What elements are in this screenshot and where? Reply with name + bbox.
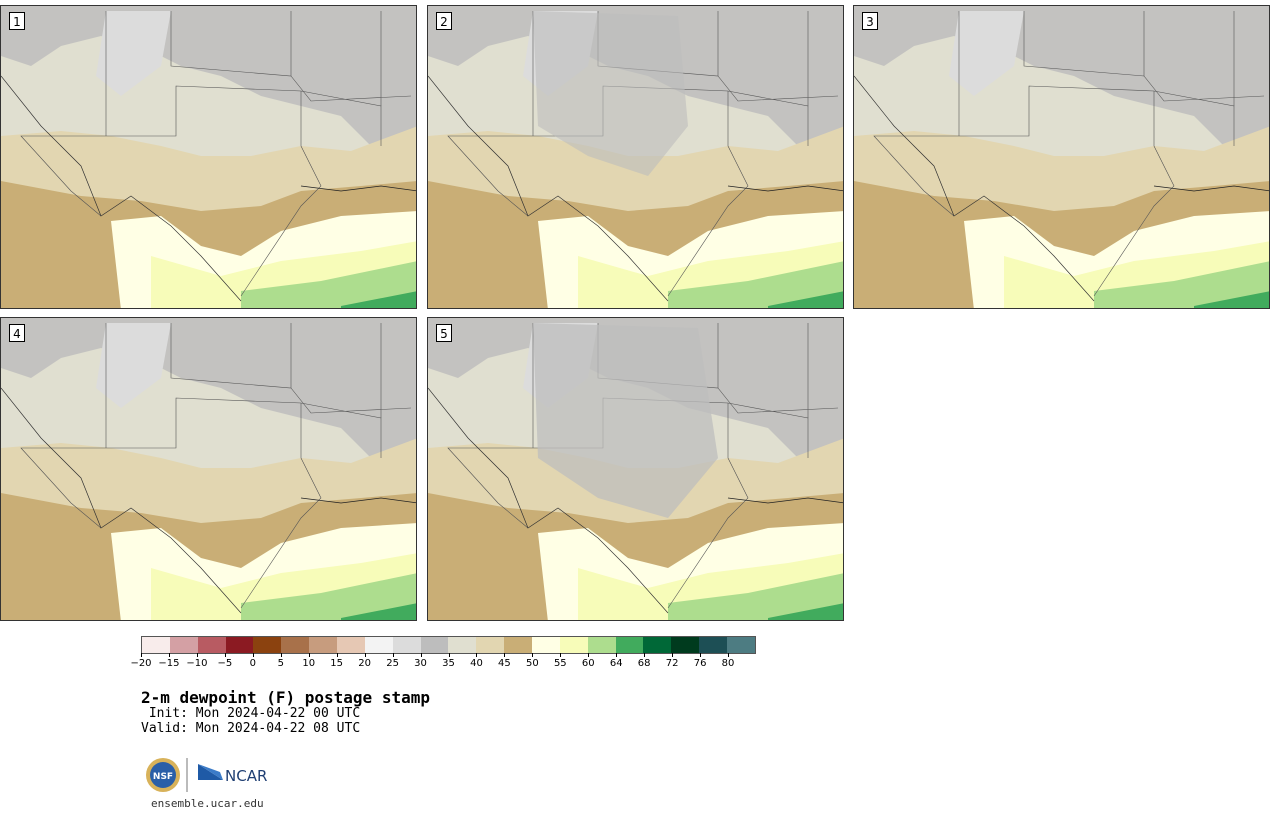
colorbar-tick <box>644 653 646 657</box>
colorbar-tick <box>728 653 730 657</box>
colorbar-tick <box>392 653 394 657</box>
panel-number: 1 <box>9 12 25 30</box>
colorbar-segment <box>448 637 477 653</box>
colorbar-tick-label: 76 <box>693 658 707 669</box>
colorbar-tick-label: 55 <box>553 658 567 669</box>
valid-time: Valid: Mon 2024-04-22 08 UTC <box>141 721 361 736</box>
init-time: Init: Mon 2024-04-22 00 UTC <box>141 706 361 721</box>
colorbar-segment <box>727 637 755 653</box>
colorbar-segment <box>281 637 310 653</box>
colorbar-segment <box>504 637 533 653</box>
colorbar-tick-label: 80 <box>721 658 735 669</box>
dewpoint-map <box>1 6 416 308</box>
colorbar-tick <box>588 653 590 657</box>
colorbar-tick-label: 35 <box>442 658 455 669</box>
dewpoint-map <box>1 318 416 620</box>
colorbar-ticks <box>141 653 756 658</box>
colorbar-tick <box>504 653 506 657</box>
colorbar <box>141 636 756 654</box>
colorbar-tick-label: −20 <box>130 658 152 669</box>
colorbar-tick <box>308 653 310 657</box>
colorbar-tick-label: 60 <box>581 658 595 669</box>
colorbar-segment <box>476 637 505 653</box>
colorbar-tick-label: −10 <box>186 658 208 669</box>
dewpoint-map <box>428 318 843 620</box>
colorbar-segment <box>169 637 198 653</box>
colorbar-tick-label: 0 <box>249 658 256 669</box>
colorbar-tick <box>364 653 366 657</box>
ncar-logo-text: NCAR <box>225 767 267 785</box>
colorbar-segment <box>197 637 226 653</box>
colorbar-tick <box>476 653 478 657</box>
colorbar-tick <box>420 653 422 657</box>
colorbar-tick <box>336 653 338 657</box>
colorbar-tick <box>196 653 198 657</box>
colorbar-tick-label: 45 <box>498 658 511 669</box>
colorbar-tick-label: 10 <box>302 658 316 669</box>
nsf-logo-text: NSF <box>153 772 173 782</box>
colorbar-segment <box>643 637 672 653</box>
colorbar-labels: −20 −15 −10 −5 0 5 10 15 20 25 30 35 40 45 50 55 60 64 68 7… <box>130 658 756 672</box>
colorbar-segment <box>225 637 254 653</box>
colorbar-tick <box>224 653 226 657</box>
colorbar-segment <box>615 637 644 653</box>
map-panel-5: 5 <box>427 317 844 621</box>
dewpoint-map <box>854 6 1269 308</box>
colorbar-tick-label: 68 <box>637 658 651 669</box>
colorbar-tick-label: 15 <box>330 658 344 669</box>
site-url: ensemble.ucar.edu <box>151 797 264 810</box>
colorbar-segment <box>699 637 728 653</box>
chart-title: 2-m dewpoint (F) postage stamp <box>141 688 430 707</box>
colorbar-tick <box>672 653 674 657</box>
colorbar-tick-label: −15 <box>158 658 180 669</box>
panel-number: 4 <box>9 324 25 342</box>
nsf-logo-icon: NSF <box>146 758 180 792</box>
colorbar-tick-label: 25 <box>386 658 399 669</box>
colorbar-segment <box>337 637 365 653</box>
colorbar-tick <box>141 653 142 657</box>
colorbar-tick <box>448 653 450 657</box>
colorbar-tick-label: 40 <box>470 658 483 669</box>
map-panel-2: 2 <box>427 5 844 309</box>
colorbar-tick <box>616 653 618 657</box>
colorbar-tick <box>700 653 702 657</box>
colorbar-tick-label: 72 <box>665 658 679 669</box>
map-panel-4: 4 <box>0 317 417 621</box>
colorbar-segment <box>309 637 338 653</box>
colorbar-segment <box>142 637 170 653</box>
colorbar-segment <box>532 637 560 653</box>
colorbar-tick <box>252 653 254 657</box>
logos: NSF NCAR <box>145 756 275 794</box>
panel-number: 5 <box>436 324 452 342</box>
colorbar-tick-label: 50 <box>525 658 539 669</box>
panel-number: 2 <box>436 12 452 30</box>
colorbar-segment <box>559 637 588 653</box>
colorbar-tick-label: 20 <box>358 658 371 669</box>
colorbar-tick-label: 5 <box>277 658 284 669</box>
colorbar-segment <box>364 637 393 653</box>
colorbar-tick-label: −5 <box>217 658 233 669</box>
map-panel-3: 3 <box>853 5 1270 309</box>
colorbar-tick <box>168 653 170 657</box>
ncar-logo-icon: NCAR <box>198 764 267 785</box>
dewpoint-map <box>428 6 843 308</box>
colorbar-tick-label: 64 <box>609 658 623 669</box>
colorbar-segment <box>253 637 282 653</box>
colorbar-segment <box>671 637 700 653</box>
colorbar-tick <box>532 653 534 657</box>
colorbar-tick <box>280 653 282 657</box>
colorbar-segment <box>587 637 616 653</box>
colorbar-segment <box>392 637 421 653</box>
map-panel-1: 1 <box>0 5 417 309</box>
colorbar-tick <box>560 653 562 657</box>
panel-number: 3 <box>862 12 878 30</box>
colorbar-tick-label: 30 <box>414 658 427 669</box>
colorbar-segment <box>420 637 449 653</box>
